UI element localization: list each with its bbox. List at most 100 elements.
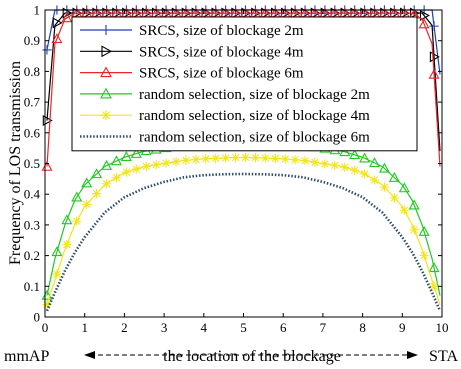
series-5-point [211, 153, 221, 163]
series-5-point [181, 155, 191, 165]
y-tick-label: 0.8 [24, 64, 40, 79]
x-tick-label: 7 [320, 320, 327, 335]
x-tick-label: 3 [161, 320, 168, 335]
series-5-point [52, 269, 62, 279]
x-tick-label: 4 [201, 320, 208, 335]
legend-label: SRCS, size of blockage 2m [139, 23, 304, 39]
series-5-point [191, 154, 201, 165]
right-end-label: STA [429, 348, 458, 365]
legend-entry: SRCS, size of blockage 4m [80, 44, 304, 60]
series-2-point [42, 114, 53, 127]
series-5-point [320, 159, 330, 169]
series-5-point [230, 153, 241, 163]
legend-box [71, 16, 418, 152]
legend-entry: random selection, size of blockage 4m [80, 108, 370, 124]
y-tick-label: 1 [34, 3, 41, 18]
series-4-point [81, 177, 93, 188]
series-5-point [310, 157, 320, 167]
x-tick-label: 10 [436, 320, 449, 335]
direction-arrow [84, 351, 418, 359]
series-5-point [42, 300, 52, 310]
legend-label: random selection, size of blockage 6m [139, 130, 370, 146]
series-4-point [408, 199, 420, 210]
series-4-point [120, 151, 132, 161]
series-5-point [92, 188, 102, 199]
series-5-point [141, 161, 151, 171]
x-axis-title: the location of the blockage [163, 348, 341, 365]
left-end-label: mmAP [4, 348, 49, 365]
series-4-point [428, 262, 440, 273]
y-tick-label: 0.2 [24, 248, 40, 263]
series-4-point [398, 182, 410, 193]
series-3-point [418, 18, 430, 29]
series-5-point [379, 182, 390, 192]
series-5-point [111, 173, 122, 183]
series-4-point [110, 155, 122, 166]
series-5-point [330, 160, 340, 170]
y-tick-label: 0.4 [24, 187, 41, 202]
series-4-point [101, 159, 113, 170]
y-tick-label: 0.3 [24, 217, 40, 232]
series-3-point [61, 12, 73, 23]
series-5-point [121, 167, 131, 177]
series-4-point [418, 225, 430, 236]
x-tick-label: 1 [81, 320, 88, 335]
series-5-point [240, 152, 251, 163]
y-tick-label: 0.7 [24, 95, 41, 110]
series-4 [41, 136, 441, 300]
series-2-point [429, 51, 440, 63]
series-5-point [151, 160, 161, 170]
series-5-point [101, 179, 112, 189]
legend-marker [101, 45, 113, 58]
series-5-point [250, 153, 261, 163]
series-5-point [270, 153, 280, 164]
series-6-line [45, 172, 442, 312]
y-tick-label: 0.6 [24, 125, 41, 140]
series-5-point [429, 281, 439, 291]
legend-entry: SRCS, size of blockage 2m [80, 23, 304, 39]
y-tick-label: 0 [34, 310, 41, 325]
series-1-point [429, 21, 439, 31]
legend-marker [101, 25, 111, 35]
x-tick-label: 8 [359, 320, 366, 335]
series-4-line [46, 142, 441, 296]
series-5-point [409, 225, 419, 235]
series-5-point [340, 162, 350, 172]
series-5-point [260, 153, 270, 163]
series-6 [45, 172, 442, 312]
x-tick-label: 6 [280, 320, 287, 335]
series-5-point [201, 154, 211, 164]
series-5-point [359, 169, 370, 179]
series-4-point [51, 246, 63, 257]
legend-entry: SRCS, size of blockage 6m [80, 66, 304, 82]
legend-label: SRCS, size of blockage 4m [139, 44, 304, 60]
series-1-point [42, 45, 52, 55]
series-2-point [419, 9, 430, 22]
ticks-layer: 0 1 2 3 4 5 6 7 8 9 10 0 0.1 0.2 0.3 0.4 0.5 0.6 0.7 0.8 0.9… [24, 3, 449, 336]
series-5-point [419, 251, 429, 261]
series-4-point [388, 171, 400, 182]
x-tick-label: 0 [42, 320, 49, 335]
y-tick-label: 0.9 [24, 33, 40, 48]
y-tick-label: 0.1 [24, 279, 40, 294]
series-2-point [52, 17, 63, 29]
series-2-point [62, 7, 73, 19]
series-5-point [280, 154, 290, 164]
series-5-point [72, 216, 82, 226]
series-4-point [359, 152, 371, 163]
series-5-point [290, 155, 300, 165]
series-3-point [428, 68, 440, 79]
series-5-point [399, 205, 409, 215]
series-3-point [51, 33, 63, 44]
x-tick-label: 9 [399, 320, 406, 335]
legend-label: random selection, size of blockage 4m [139, 108, 370, 124]
series-4-point [378, 162, 390, 173]
series-5-point [62, 239, 72, 250]
series-2-point [72, 7, 83, 19]
series-4-point [368, 157, 381, 168]
series-4-point [349, 149, 361, 160]
series-5-line [46, 156, 441, 305]
series-5-point [300, 156, 310, 166]
legend-label: random selection, size of blockage 2m [139, 87, 370, 103]
